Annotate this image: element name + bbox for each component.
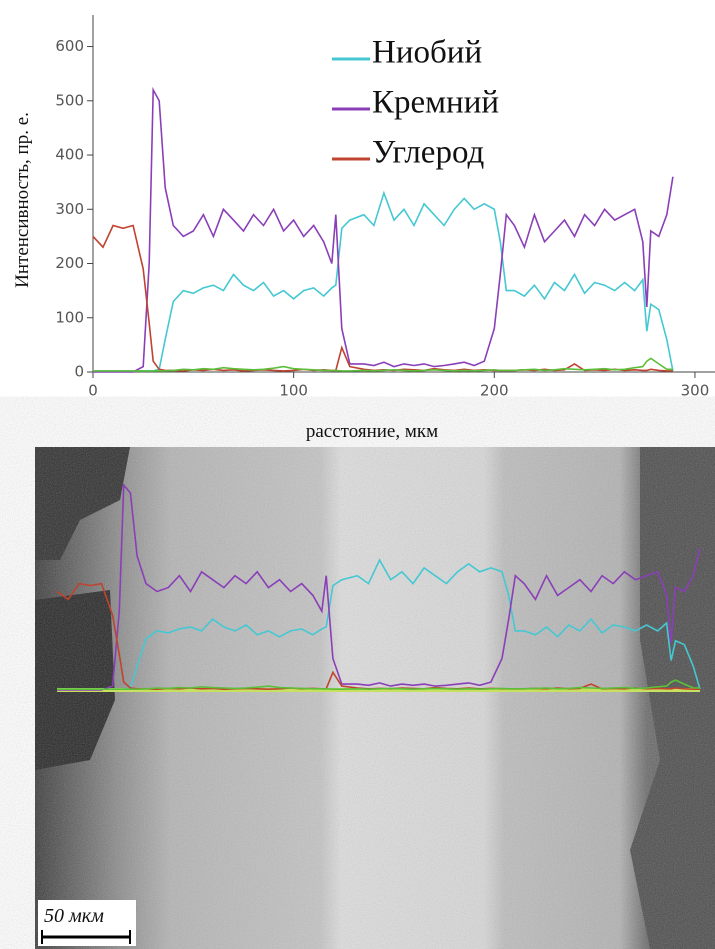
micrograph: 50 мкм xyxy=(35,447,715,949)
x-tick-label: 100 xyxy=(279,382,308,400)
overlay-line xyxy=(57,558,701,690)
legend-label: Ниобий xyxy=(372,35,482,71)
series-line xyxy=(93,190,674,372)
texture xyxy=(35,447,715,949)
chart: расстояние, мкм Интенсивность, пр. е. 0 1… xyxy=(12,15,715,442)
overlay xyxy=(56,483,701,691)
x-tick-label: 300 xyxy=(681,382,710,400)
series-line xyxy=(93,357,673,372)
legend-label: Кремний xyxy=(372,85,499,121)
overlay-line xyxy=(57,483,701,691)
y-tick-label: 100 xyxy=(55,308,84,326)
series-line xyxy=(92,224,673,372)
x-axis-label: расстояние, мкм xyxy=(306,421,438,442)
y-tick-label: 400 xyxy=(55,146,84,164)
y-tick-label: 0 xyxy=(74,363,84,381)
y-axis-label: Интенсивность, пр. е. xyxy=(12,112,33,288)
y-tick-label: 300 xyxy=(55,200,84,218)
scale-label: 50 мкм xyxy=(44,905,104,927)
y-tick-label: 200 xyxy=(55,254,84,272)
x-tick-label: 200 xyxy=(480,382,509,400)
y-tick-label: 500 xyxy=(55,91,84,109)
x-tick-label: 0 xyxy=(88,382,98,400)
legend-label: Углерод xyxy=(372,135,484,171)
overlay-line xyxy=(57,679,700,691)
series-line xyxy=(93,86,674,373)
y-tick-label: 600 xyxy=(55,37,84,55)
